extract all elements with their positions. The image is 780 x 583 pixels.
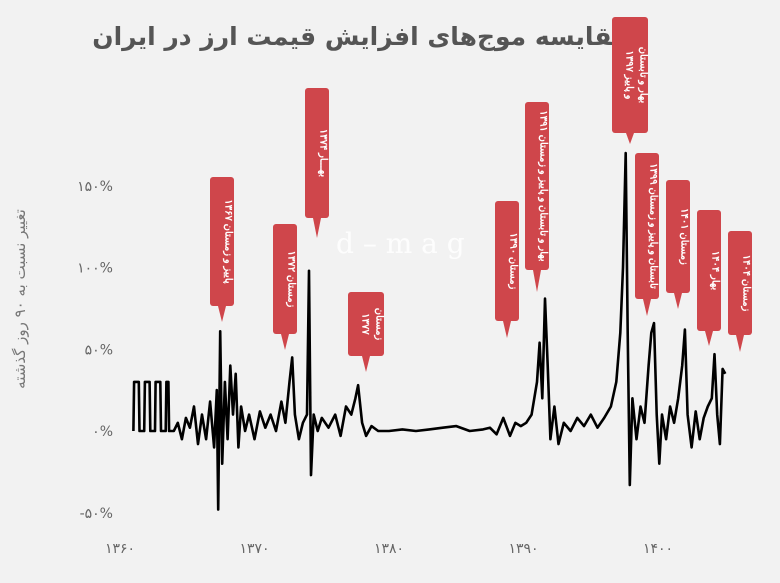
y-tick-label: ۱۰۰% [77,261,113,277]
annotation-callout: پاییز و زمستان ۱۳۶۷ [210,177,234,322]
annotation-callout: زمستان ۱۴۰۴ [728,231,752,352]
x-tick-label: ۱۳۷۰ [239,541,269,557]
annotation-label: بهار و تابستان و پاییز و زمستان ۱۳۹۱ [538,110,549,262]
annotation-pointer [281,334,289,350]
annotation-pointer [643,299,651,316]
annotation-label-line: زمستان [374,308,385,341]
y-tick-label: ۵۰% [85,342,113,358]
annotation-box [348,292,384,356]
annotation-label-line: ۱۳۷۷ [360,313,371,335]
annotation-pointer [705,331,713,346]
annotation-pointer [736,335,744,352]
annotation-label-line: بهار و تابستان [638,47,649,104]
annotation-callout: بهار ۱۴۰۴ [697,210,721,346]
annotation-label: زمستان ۱۳۷۲ [286,251,297,308]
annotation-label: بهار ۱۴۰۴ [710,251,721,291]
annotation-callout: بهار و تابستان و پاییز و زمستان ۱۳۹۱ [525,102,549,292]
watermark-logo: d – m a g [336,227,465,260]
annotation-label-line: و پاییز ۱۳۹۷ [624,50,635,99]
annotation-callout: بهار و تابستانو پاییز ۱۳۹۷ [612,17,649,144]
x-tick-label: ۱۴۰۰ [643,541,673,557]
annotation-pointer [503,321,511,338]
y-tick-label: ۰% [92,424,113,440]
annotation-box [666,180,690,293]
annotation-pointer [362,356,370,372]
annotation-label: زمستان ۱۴۰۱ [679,208,690,265]
annotation-callout: بهـــار ۱۳۷۴ [305,88,329,238]
annotation-box [495,201,519,321]
y-tick-label: ۱۵۰% [77,179,113,195]
annotation-callout: زمستان ۱۳۷۲ [273,224,297,350]
annotation-pointer [313,218,321,238]
x-tick-label: ۱۳۹۰ [508,541,538,557]
data-line [132,151,727,511]
annotation-label: زمستان ۱۳۹۰ [508,233,519,290]
annotation-label: زمستان ۱۴۰۴ [741,255,752,312]
annotation-pointer [674,293,682,309]
annotation-label: بهار و تابستانو پاییز ۱۳۹۷ [624,47,649,104]
y-tick-label: -۵۰% [80,506,113,522]
annotation-label: پاییز و زمستان ۱۳۶۷ [223,199,234,284]
annotation-pointer [533,270,541,292]
annotation-box [525,102,549,270]
annotation-label: زمستان۱۳۷۷ [360,308,385,341]
annotation-callout: تابستان و پاییز و زمستان ۱۳۹۹ [635,153,659,316]
annotation-pointer [626,133,634,144]
annotation-callout: زمستان ۱۳۹۰ [495,201,519,338]
annotation-label: تابستان و پاییز و زمستان ۱۳۹۹ [648,163,659,289]
annotation-box [210,177,234,306]
annotation-box [697,210,721,331]
annotation-callout: زمستان ۱۴۰۱ [666,180,690,309]
x-tick-label: ۱۳۶۰ [105,541,135,557]
annotation-box [273,224,297,334]
x-tick-label: ۱۳۸۰ [374,541,404,557]
annotation-box [635,153,659,299]
annotation-box [612,17,648,133]
annotation-label: بهـــار ۱۳۷۴ [318,129,329,178]
annotation-pointer [218,306,226,322]
annotation-callout: زمستان۱۳۷۷ [348,292,385,372]
chart-title: مقایسه موج‌های افزایش قیمت ارز در ایران [92,22,628,51]
annotation-box [728,231,752,335]
annotation-box [305,88,329,218]
